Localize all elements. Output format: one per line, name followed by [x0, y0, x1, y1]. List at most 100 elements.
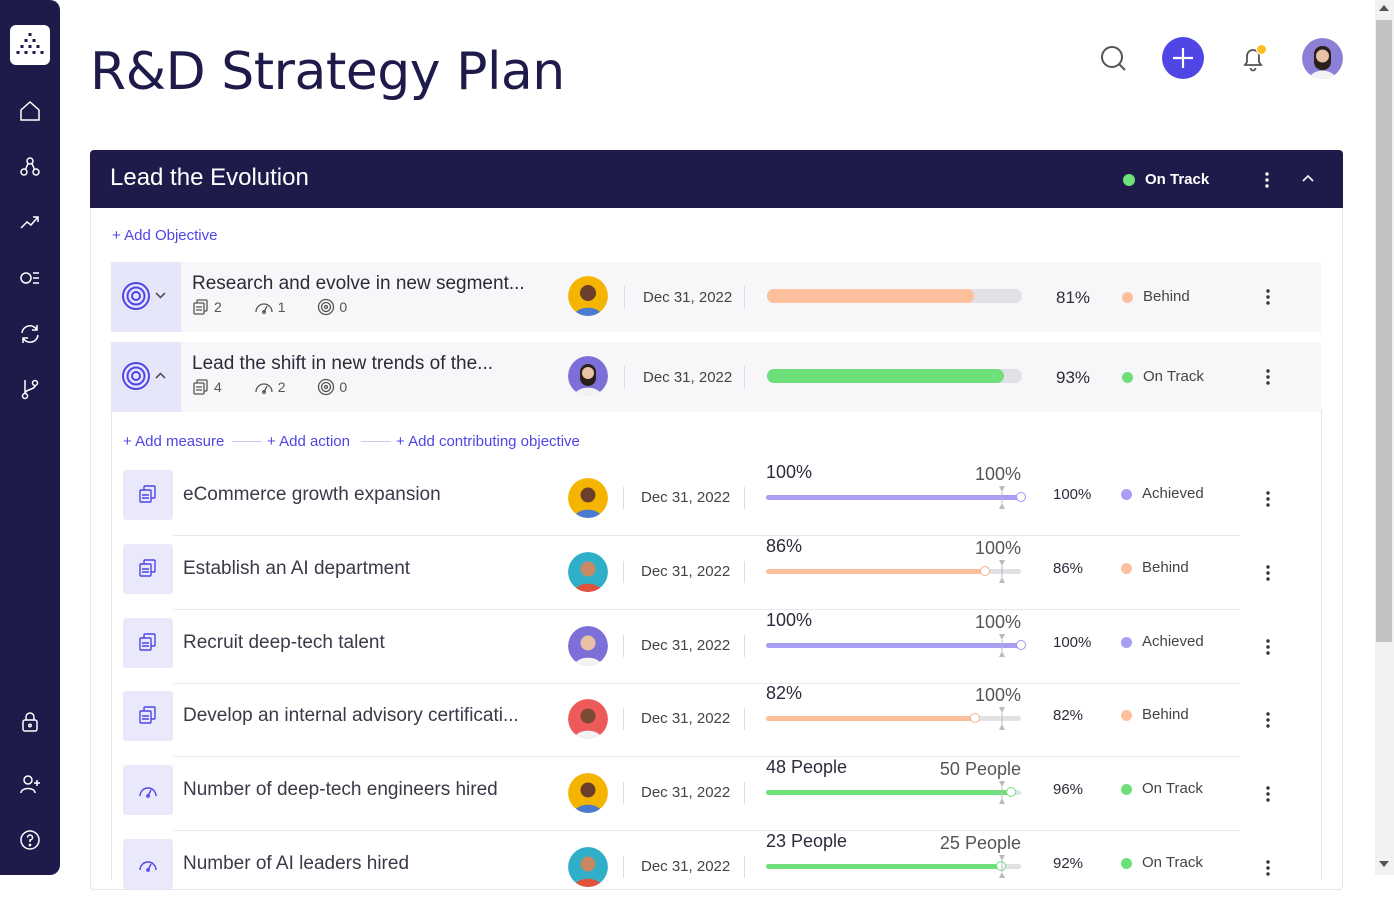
help-icon[interactable]	[18, 828, 42, 852]
owner-avatar[interactable]	[568, 773, 608, 813]
row-menu-icon[interactable]	[1263, 563, 1273, 583]
objective-row[interactable]: Lead the shift in new trends of the... 4…	[111, 342, 1321, 412]
add-objective-link[interactable]: + Add Objective	[112, 227, 218, 244]
objective-title[interactable]: Research and evolve in new segment...	[192, 273, 525, 294]
divider	[744, 782, 745, 804]
plus-icon[interactable]	[1162, 37, 1204, 79]
status-label: Behind	[1142, 706, 1189, 723]
owner-avatar[interactable]	[568, 699, 608, 739]
target-marker	[999, 781, 1005, 804]
add-measure-link[interactable]: + Add measure	[123, 433, 225, 450]
collapse-chevron-up-icon[interactable]	[1300, 170, 1316, 190]
owner-avatar[interactable]	[568, 356, 608, 396]
divider	[744, 708, 745, 730]
goal-status-label: On Track	[1145, 171, 1210, 188]
objective-toggle[interactable]	[111, 262, 181, 332]
measure-progress-fill	[766, 643, 1021, 648]
target-icon	[318, 378, 335, 396]
status-dot	[1123, 174, 1135, 187]
goal-menu-icon[interactable]	[1262, 170, 1272, 190]
divider	[623, 561, 624, 583]
row-menu-icon[interactable]	[1263, 637, 1273, 657]
row-menu-icon[interactable]	[1263, 287, 1273, 307]
row-menu-icon[interactable]	[1263, 367, 1273, 387]
user-avatar[interactable]	[1302, 38, 1343, 79]
goal-header[interactable]: Lead the Evolution On Track	[90, 150, 1343, 208]
divider	[623, 635, 624, 657]
measure-progress-bar	[766, 713, 1021, 723]
search-icon[interactable]	[1092, 37, 1134, 79]
hierarchy-icon[interactable]	[18, 155, 42, 179]
row-menu-icon[interactable]	[1263, 489, 1273, 509]
scroll-up-icon[interactable]	[1379, 5, 1389, 11]
current-value: 100%	[766, 462, 813, 482]
measure-row[interactable]: Establish an AI department Dec 31, 2022 86…	[123, 536, 1270, 610]
link-separator	[232, 441, 262, 442]
trend-icon[interactable]	[18, 210, 42, 234]
current-value: 100%	[766, 610, 813, 630]
scroll-down-icon[interactable]	[1379, 861, 1389, 867]
logo-icon[interactable]	[10, 25, 50, 65]
row-menu-icon[interactable]	[1263, 710, 1273, 730]
sync-icon[interactable]	[18, 322, 42, 346]
sidebar	[0, 0, 60, 875]
row-divider	[173, 683, 1240, 684]
add-action-link[interactable]: + Add action	[267, 433, 350, 450]
lock-icon[interactable]	[18, 710, 42, 734]
target-value: 100%	[974, 538, 1021, 558]
home-icon[interactable]	[18, 99, 42, 123]
owner-avatar[interactable]	[568, 276, 608, 316]
progress-fill	[767, 289, 974, 303]
due-date: Dec 31, 2022	[641, 489, 731, 506]
due-date: Dec 31, 2022	[641, 563, 731, 580]
add-contributing-objective-link[interactable]: + Add contributing objective	[396, 433, 580, 450]
measure-title[interactable]: eCommerce growth expansion	[183, 484, 441, 505]
status-dot	[1121, 636, 1132, 648]
row-divider	[173, 756, 1240, 757]
progress-knob[interactable]	[1006, 787, 1016, 797]
status-dot	[1121, 562, 1132, 574]
measure-icon	[123, 618, 173, 668]
owner-avatar[interactable]	[568, 847, 608, 887]
add-user-icon[interactable]	[18, 772, 42, 796]
action-row[interactable]: Number of AI leaders hired Dec 31, 2022 23…	[123, 831, 1270, 905]
progress-knob[interactable]	[996, 861, 1006, 871]
measure-title[interactable]: Number of AI leaders hired	[183, 853, 410, 874]
action-row[interactable]: Number of deep-tech engineers hired Dec 3…	[123, 757, 1270, 831]
row-menu-icon[interactable]	[1263, 858, 1273, 878]
status-badge: On Track	[1121, 780, 1203, 797]
progress-knob[interactable]	[1016, 492, 1026, 502]
progress-knob[interactable]	[970, 713, 980, 723]
measure-row[interactable]: Recruit deep-tech talent Dec 31, 2022 100%…	[123, 610, 1270, 684]
branch-icon[interactable]	[18, 377, 42, 401]
measure-icon	[193, 379, 208, 395]
row-divider	[173, 535, 1240, 536]
target-value: 25 People	[939, 833, 1021, 853]
measure-title[interactable]: Develop an internal advisory certificati…	[183, 705, 519, 726]
target-icon	[318, 298, 335, 316]
measure-title[interactable]: Number of deep-tech engineers hired	[183, 779, 498, 800]
status-label: On Track	[1142, 780, 1203, 797]
objective-row[interactable]: Research and evolve in new segment... 2 …	[111, 262, 1321, 332]
owner-avatar[interactable]	[568, 552, 608, 592]
divider	[744, 487, 745, 509]
progress-percent: 93%	[1056, 368, 1091, 387]
progress-knob[interactable]	[980, 566, 990, 576]
list-icon[interactable]	[18, 266, 42, 290]
action-icon	[255, 303, 273, 314]
progress-percent: 92%	[1053, 855, 1084, 872]
progress-percent: 96%	[1053, 781, 1084, 798]
objective-title[interactable]: Lead the shift in new trends of the...	[192, 353, 494, 374]
divider	[624, 366, 625, 388]
measure-title[interactable]: Recruit deep-tech talent	[183, 632, 385, 653]
measure-row[interactable]: Develop an internal advisory certificati…	[123, 683, 1270, 757]
owner-avatar[interactable]	[568, 478, 608, 518]
measure-row[interactable]: eCommerce growth expansion Dec 31, 2022 10…	[123, 462, 1270, 536]
progress-knob[interactable]	[1016, 640, 1026, 650]
measure-title[interactable]: Establish an AI department	[183, 558, 411, 579]
scrollbar-thumb[interactable]	[1376, 20, 1392, 642]
row-menu-icon[interactable]	[1263, 784, 1273, 804]
objective-toggle[interactable]	[111, 342, 181, 412]
owner-avatar[interactable]	[568, 626, 608, 666]
bell-icon[interactable]	[1232, 37, 1274, 79]
